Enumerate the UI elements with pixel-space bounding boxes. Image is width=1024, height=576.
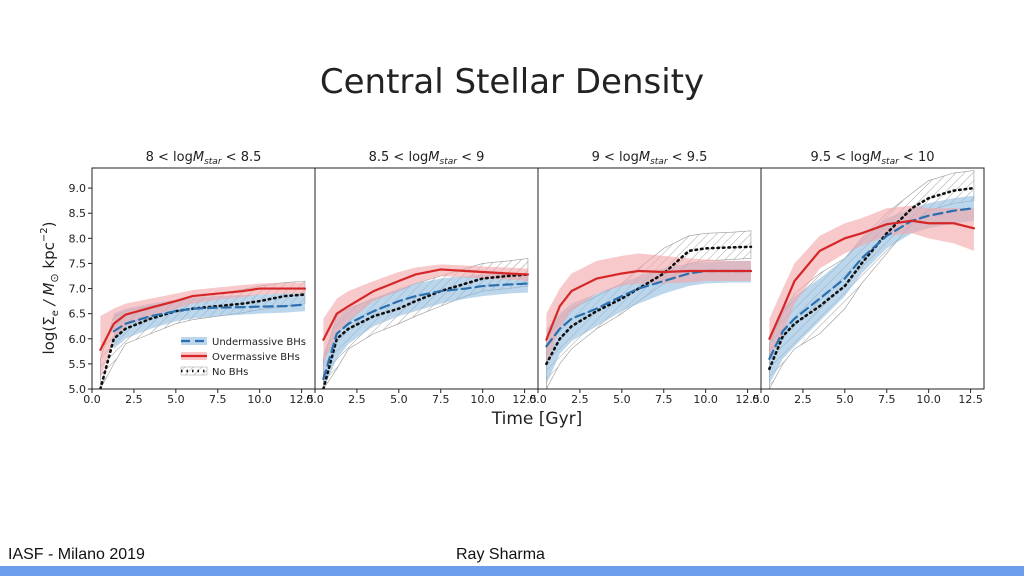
panel-title-part: M: [870, 150, 881, 165]
panel-plot-area: [545, 230, 753, 389]
x-tick-label: 0.0: [83, 393, 101, 406]
panel-4: 0.0 2.5 5.0 7.5 10.0 12.5 9.5 < logMstar < 10: [752, 150, 985, 406]
panel-plot-area: [322, 258, 530, 389]
x-tick-label: 0.0: [529, 393, 547, 406]
x-tick-label: 7.5: [878, 393, 896, 406]
panel-title-part: M: [428, 150, 439, 165]
panel-title-part: < 8.5: [222, 150, 262, 165]
line-no-bhs: [768, 186, 976, 371]
y-tick-label: 8.0: [69, 232, 87, 245]
panel-1: 0.0 2.5 5.0 7.5 10.0 12.5 5.0 5.5 6.0 6.5 7.0 7.5 8.…: [69, 150, 316, 406]
y-tick-label: 8.5: [69, 207, 87, 220]
band-undermassive-bhs: [323, 273, 528, 389]
legend-label: Undermassive BHs: [212, 337, 306, 348]
y-tick-label: 9.0: [69, 182, 87, 195]
y-axis-label: log(Σe / M⊙ kpc−2): [39, 222, 61, 355]
x-tick-label: 7.5: [432, 393, 450, 406]
panel-title-part: 9.5 < log: [810, 150, 870, 165]
panel-title: 8.5 < logMstar < 9: [369, 150, 485, 167]
y-tick-label: 6.5: [69, 308, 87, 321]
x-tick-label: 5.0: [167, 393, 185, 406]
panel-title-part: M: [193, 150, 204, 165]
panel-title: 8 < logMstar < 8.5: [146, 150, 262, 167]
x-tick-label: 0.0: [306, 393, 324, 406]
x-tick-label: 12.5: [958, 393, 983, 406]
legend-swatch-band: [181, 337, 207, 345]
panel-2: 0.0 2.5 5.0 7.5 10.0 12.5 8.5 < logMstar < 9: [306, 150, 539, 406]
x-tick-label: 7.5: [655, 393, 673, 406]
footer-event: IASF - Milano 2019: [8, 546, 145, 563]
line-overmassive-bhs: [322, 268, 530, 341]
band-overmassive-bhs: [546, 253, 751, 364]
x-tick-label: 0.0: [752, 393, 770, 406]
panel-plot-area: [99, 280, 307, 389]
x-tick-label: 10.0: [247, 393, 272, 406]
panel-title-part: 8.5 < log: [369, 150, 429, 165]
line-no-bhs: [322, 273, 530, 389]
line-overmassive-bhs: [545, 269, 753, 341]
panel-title-part: < 9.5: [668, 150, 708, 165]
x-tick-label: 5.0: [836, 393, 854, 406]
x-tick-label: 10.0: [470, 393, 495, 406]
panel-title-part: M: [639, 150, 650, 165]
panel-plot-area: [768, 170, 976, 389]
panel-title-part: star: [881, 157, 900, 167]
legend-label: No BHs: [212, 367, 248, 378]
panel-title-part: < 9: [457, 150, 484, 165]
y-tick-label: 7.0: [69, 283, 87, 296]
x-tick-label: 2.5: [348, 393, 366, 406]
panel-3: 0.0 2.5 5.0 7.5 10.0 12.5 9 < logMstar < 9.5: [529, 150, 762, 406]
y-tick-label: 6.0: [69, 333, 87, 346]
panel-frame: [760, 167, 985, 390]
x-axis-label: Time [Gyr]: [491, 409, 583, 429]
x-tick-label: 2.5: [125, 393, 143, 406]
x-tick-label: 2.5: [571, 393, 589, 406]
band-overmassive-bhs: [323, 264, 528, 364]
x-tick-label: 5.0: [390, 393, 408, 406]
panel-title: 9.5 < logMstar < 10: [810, 150, 934, 167]
panel-title-part: star: [650, 157, 669, 167]
panel-title-part: star: [440, 157, 459, 167]
footer-author: Ray Sharma: [456, 546, 545, 563]
x-tick-label: 2.5: [794, 393, 812, 406]
panel-title-part: 9 < log: [592, 150, 639, 165]
legend-label: Overmassive BHs: [212, 352, 300, 363]
line-no-bhs: [99, 293, 307, 389]
y-tick-label: 5.0: [69, 383, 87, 396]
line-undermassive-bhs: [768, 207, 976, 360]
y-tick-label: 5.5: [69, 358, 87, 371]
band-overmassive-bhs: [769, 205, 974, 359]
y-tick-label: 7.5: [69, 257, 87, 270]
x-tick-label: 10.0: [916, 393, 941, 406]
panel-title-part: 8 < log: [146, 150, 193, 165]
slide-title: Central Stellar Density: [319, 62, 705, 102]
x-tick-label: 12.5: [735, 393, 760, 406]
line-overmassive-bhs: [768, 219, 976, 340]
x-tick-label: 12.5: [289, 393, 314, 406]
x-tick-label: 10.0: [693, 393, 718, 406]
x-tick-label: 12.5: [512, 393, 537, 406]
x-tick-label: 7.5: [209, 393, 227, 406]
line-undermassive-bhs: [112, 303, 307, 333]
panel-title-part: star: [204, 157, 223, 167]
line-overmassive-bhs: [99, 287, 307, 351]
line-undermassive-bhs: [322, 282, 530, 381]
bottom-accent-bar: [0, 566, 1024, 576]
x-tick-label: 5.0: [613, 393, 631, 406]
panel-title-part: < 10: [899, 150, 935, 165]
legend: Undermassive BHs Overmassive BHs No BHs: [180, 337, 306, 378]
panel-title: 9 < logMstar < 9.5: [592, 150, 708, 167]
